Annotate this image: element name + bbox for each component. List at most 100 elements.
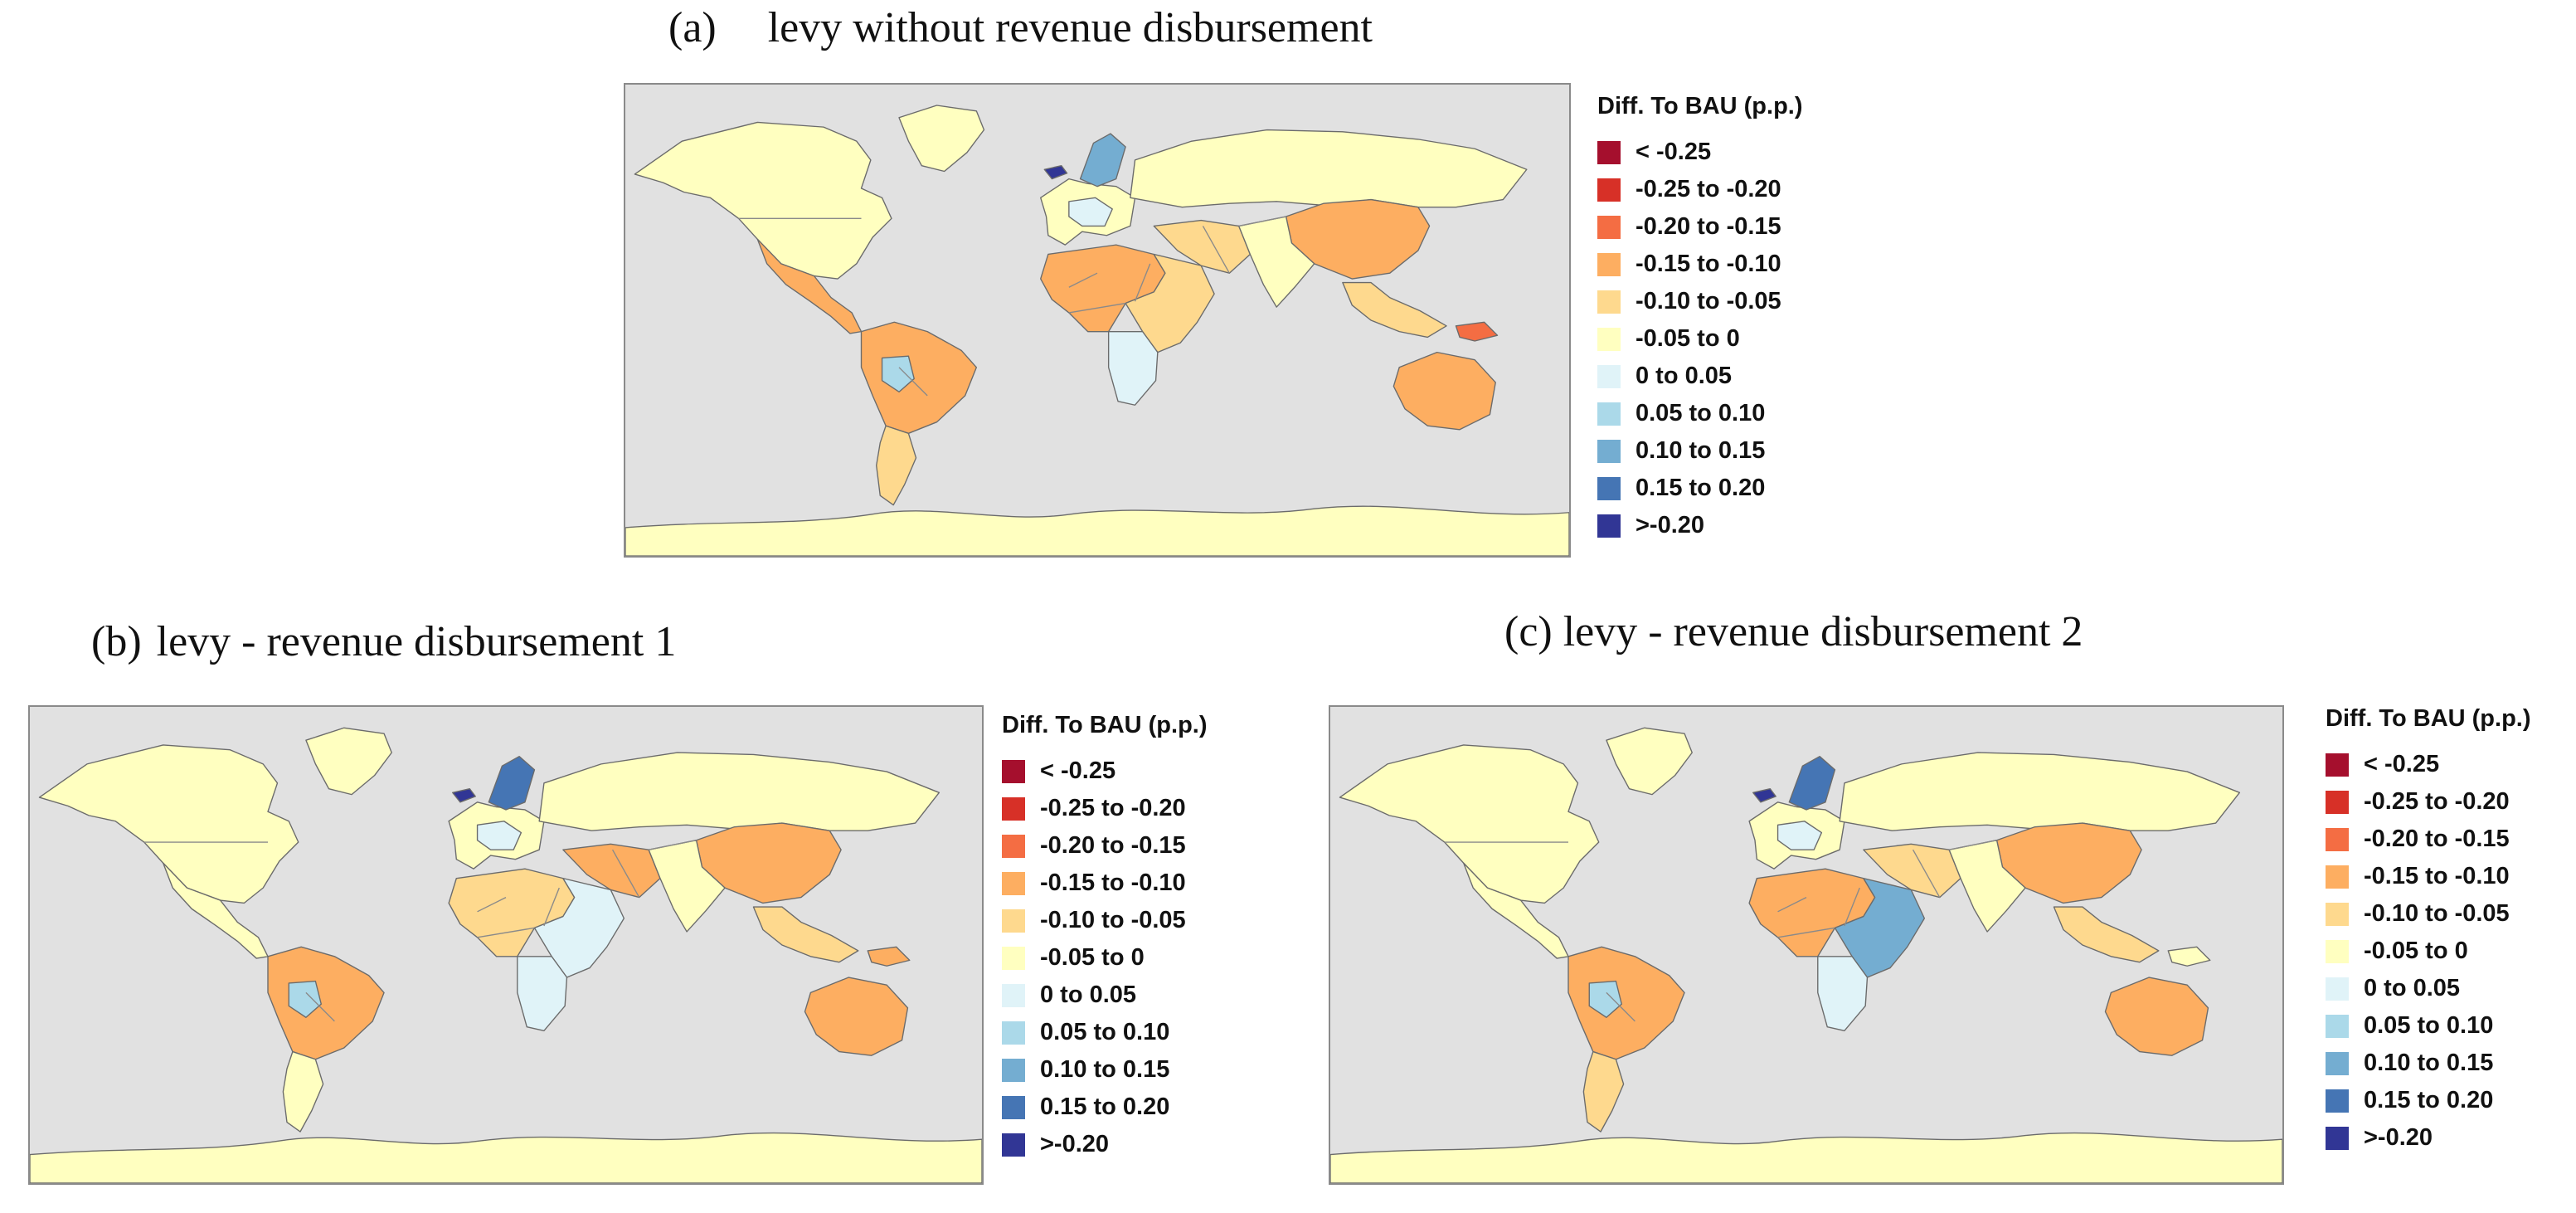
region-greenland	[1606, 727, 1693, 796]
legend-item: 0.05 to 0.10	[2326, 1007, 2531, 1045]
legend-item: >-0.20	[1597, 507, 1803, 544]
legend-item: 0.15 to 0.20	[1002, 1089, 1208, 1126]
legend-label: -0.05 to 0	[2364, 938, 2468, 964]
legend-swatch	[1002, 1058, 1025, 1082]
legend-swatch	[2326, 1051, 2349, 1075]
region-india	[648, 840, 726, 933]
panel-c-label: (c) levy - revenue disbursement 2	[1504, 608, 2083, 655]
legend-item: -0.10 to -0.05	[2326, 895, 2531, 933]
panel-b-label: (b)	[91, 618, 142, 665]
legend-item: -0.05 to 0	[2326, 933, 2531, 970]
legend-label: 0.05 to 0.10	[1040, 1019, 1170, 1045]
legend-swatch	[1597, 514, 1621, 538]
country-border	[1777, 927, 1835, 938]
country-border	[1777, 896, 1807, 913]
country-border	[477, 927, 535, 938]
region-mexico-central-america	[163, 862, 269, 959]
legend-swatch	[1597, 215, 1621, 239]
legend-item: -0.15 to -0.10	[1002, 865, 1208, 902]
legend-swatch	[1597, 140, 1621, 164]
region-north-america	[38, 744, 299, 904]
legend-swatch	[2326, 1014, 2349, 1038]
region-mexico-central-america	[1463, 862, 1569, 959]
legend-swatch	[1597, 402, 1621, 426]
legend-label: -0.25 to -0.20	[1636, 176, 1781, 202]
region-greenland	[898, 105, 985, 173]
legend-swatch	[1002, 1095, 1025, 1119]
region-southern-cone	[282, 1050, 324, 1133]
region-north-america	[634, 121, 892, 280]
region-australia	[804, 977, 909, 1056]
legend-label: >-0.20	[1040, 1131, 1110, 1157]
legend-item: 0.05 to 0.10	[1597, 395, 1803, 432]
legend-item: -0.25 to -0.20	[1597, 171, 1803, 208]
region-iceland	[1043, 165, 1068, 180]
legend-label: 0.15 to 0.20	[1636, 475, 1766, 501]
region-mexico-central-america	[756, 238, 863, 334]
region-australia	[1392, 351, 1496, 431]
legend-item: -0.20 to -0.15	[1002, 827, 1208, 865]
country-border	[543, 887, 560, 927]
region-bolivia	[1588, 980, 1622, 1018]
map-panel-c	[1329, 705, 2284, 1185]
legend-swatch	[1597, 178, 1621, 202]
panel-a-label: (a)	[668, 4, 717, 51]
legend-label: -0.15 to -0.10	[1040, 870, 1186, 896]
legend-title: Diff. To BAU (p.p.)	[1002, 712, 1208, 738]
legend-swatch	[2326, 939, 2349, 963]
region-west-africa	[1748, 868, 1876, 957]
region-southern-africa	[517, 956, 568, 1032]
legend-item: 0 to 0.05	[1597, 358, 1803, 395]
region-papua-new-guinea	[867, 946, 911, 967]
legend-item: -0.10 to -0.05	[1002, 902, 1208, 939]
legend-swatch	[1597, 252, 1621, 276]
region-australia	[2104, 977, 2209, 1056]
legend-label: -0.25 to -0.20	[1040, 795, 1186, 821]
region-southeast-asia	[2053, 906, 2160, 963]
legend-label: -0.25 to -0.20	[2364, 788, 2510, 815]
legend-label: < -0.25	[1040, 758, 1116, 784]
legend-label: 0.10 to 0.15	[1636, 437, 1766, 464]
legend-panel-b: Diff. To BAU (p.p.) < -0.25 -0.25 to -0.20…	[1002, 712, 1208, 1163]
legend-swatch	[2326, 790, 2349, 814]
legend-item: -0.15 to -0.10	[1597, 246, 1803, 283]
legend-swatch	[1002, 1133, 1025, 1157]
region-antarctica	[30, 1132, 982, 1183]
legend-label: < -0.25	[2364, 751, 2440, 777]
legend-panel-a: Diff. To BAU (p.p.) < -0.25 -0.25 to -0.20…	[1597, 93, 1803, 544]
legend-item: 0.05 to 0.10	[1002, 1014, 1208, 1051]
legend-item: 0.10 to 0.15	[1597, 432, 1803, 470]
legend-label: 0 to 0.05	[1040, 982, 1137, 1008]
legend-swatch	[1597, 439, 1621, 463]
legend-label: -0.10 to -0.05	[2364, 900, 2510, 927]
country-border	[1238, 216, 1286, 227]
region-southeast-asia	[752, 906, 859, 963]
legend-item: >-0.20	[1002, 1126, 1208, 1163]
legend-swatch	[1002, 796, 1025, 821]
legend-item: 0 to 0.05	[2326, 970, 2531, 1007]
legend-item: 0.15 to 0.20	[2326, 1082, 2531, 1119]
legend-swatch	[2326, 827, 2349, 851]
legend-swatch	[1002, 759, 1025, 783]
country-border	[1068, 302, 1126, 314]
legend-label: -0.15 to -0.10	[1636, 251, 1781, 277]
legend-item: -0.20 to -0.15	[2326, 821, 2531, 858]
legend-swatch	[1002, 1021, 1025, 1045]
legend-swatch	[1597, 476, 1621, 500]
region-southern-africa	[1107, 330, 1159, 406]
region-scandinavia	[1788, 756, 1836, 811]
legend-item: 0.15 to 0.20	[1597, 470, 1803, 507]
legend-swatch	[1002, 983, 1025, 1007]
legend-label: -0.05 to 0	[1636, 325, 1740, 352]
legend-item: -0.20 to -0.15	[1597, 208, 1803, 246]
legend-swatch	[2326, 753, 2349, 777]
legend-panel-c: Diff. To BAU (p.p.) < -0.25 -0.25 to -0.20…	[2326, 705, 2531, 1157]
legend-label: < -0.25	[1636, 139, 1712, 165]
region-papua-new-guinea	[2167, 946, 2211, 967]
legend-label: -0.20 to -0.15	[1040, 832, 1186, 859]
legend-item: -0.05 to 0	[1002, 939, 1208, 977]
legend-label: >-0.20	[2364, 1124, 2433, 1151]
map-panel-a	[624, 83, 1571, 558]
legend-label: -0.20 to -0.15	[1636, 213, 1781, 240]
legend-swatch	[1002, 871, 1025, 895]
